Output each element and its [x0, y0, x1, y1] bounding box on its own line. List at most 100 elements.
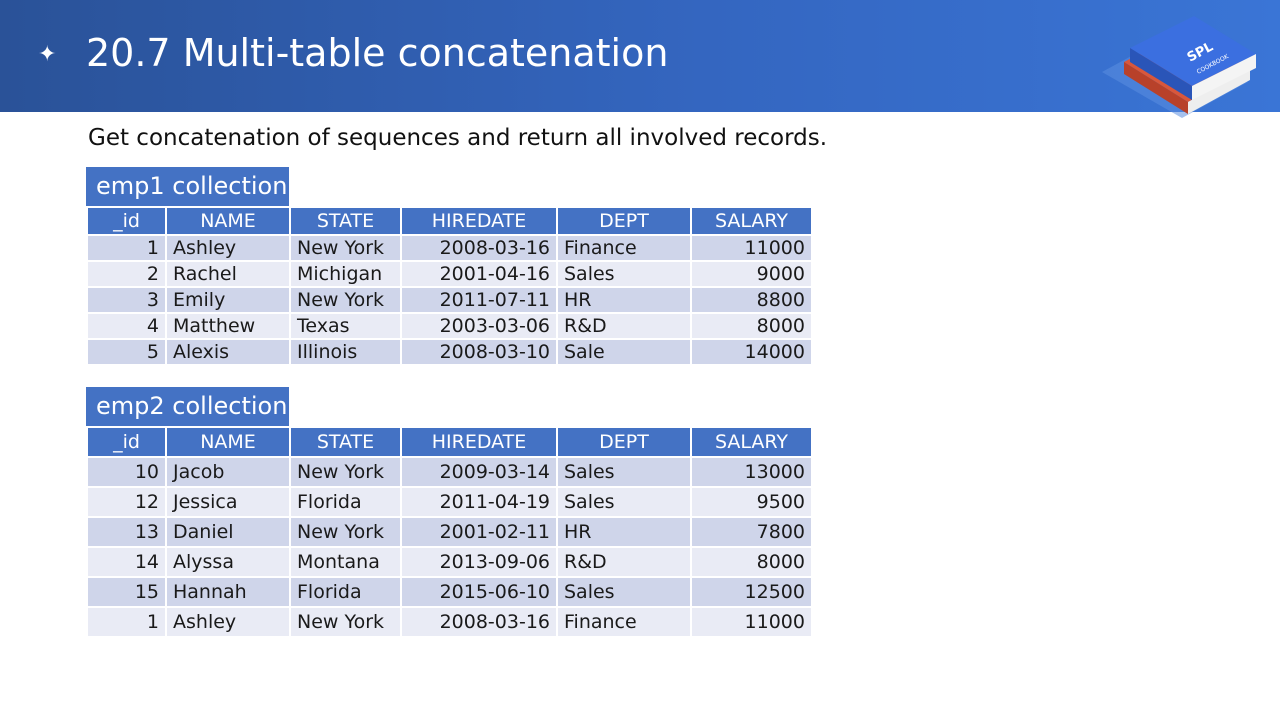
column-header-id: _id — [86, 206, 167, 236]
cell-salary: 7800 — [690, 516, 813, 548]
cell-dept: R&D — [556, 546, 692, 578]
cell-hiredate: 2015-06-10 — [400, 576, 558, 608]
cell-id: 12 — [86, 486, 167, 518]
column-header-dept: DEPT — [556, 426, 692, 458]
spl-cookbook-logo: SPL COOKBOOK — [1102, 16, 1256, 118]
cell-name: Rachel — [165, 260, 291, 288]
table-row: 2 Rachel Michigan 2001-04-16 Sales 9000 — [86, 260, 813, 288]
cell-state: Texas — [289, 312, 402, 340]
cell-dept: Sales — [556, 486, 692, 518]
column-header-salary: SALARY — [690, 206, 813, 236]
table-row: 14 Alyssa Montana 2013-09-06 R&D 8000 — [86, 546, 813, 578]
cell-salary: 11000 — [690, 606, 813, 638]
cell-state: Michigan — [289, 260, 402, 288]
column-header-id: _id — [86, 426, 167, 458]
cell-hiredate: 2008-03-16 — [400, 234, 558, 262]
cell-state: Florida — [289, 486, 402, 518]
cell-state: New York — [289, 606, 402, 638]
cell-id: 2 — [86, 260, 167, 288]
column-header-state: STATE — [289, 426, 402, 458]
slide-title: 20.7 Multi-table concatenation — [86, 31, 669, 75]
table-row: 4 Matthew Texas 2003-03-06 R&D 8000 — [86, 312, 813, 340]
column-header-name: NAME — [165, 206, 291, 236]
cell-name: Ashley — [165, 606, 291, 638]
cell-name: Daniel — [165, 516, 291, 548]
cell-name: Jessica — [165, 486, 291, 518]
cell-hiredate: 2009-03-14 — [400, 456, 558, 488]
cell-state: New York — [289, 286, 402, 314]
cell-hiredate: 2003-03-06 — [400, 312, 558, 340]
cell-hiredate: 2011-07-11 — [400, 286, 558, 314]
cell-dept: Sales — [556, 456, 692, 488]
emp1-table: _id NAME STATE HIREDATE DEPT SALARY 1 As… — [86, 206, 813, 366]
cell-name: Alyssa — [165, 546, 291, 578]
slide-header: ✦ 20.7 Multi-table concatenation SPL COO… — [0, 0, 1280, 118]
table-row: 13 Daniel New York 2001-02-11 HR 7800 — [86, 516, 813, 548]
column-header-state: STATE — [289, 206, 402, 236]
cell-id: 10 — [86, 456, 167, 488]
cell-state: New York — [289, 516, 402, 548]
emp1-caption: emp1 collection: — [86, 167, 296, 206]
table-row: 12 Jessica Florida 2011-04-19 Sales 9500 — [86, 486, 813, 518]
cell-state: Illinois — [289, 338, 402, 366]
column-header-hiredate: HIREDATE — [400, 206, 558, 236]
cell-salary: 8800 — [690, 286, 813, 314]
emp2-table: _id NAME STATE HIREDATE DEPT SALARY 10 J… — [86, 426, 813, 638]
table-row: 1 Ashley New York 2008-03-16 Finance 110… — [86, 606, 813, 638]
cell-state: Montana — [289, 546, 402, 578]
slide-subtitle: Get concatenation of sequences and retur… — [88, 125, 828, 151]
cell-name: Alexis — [165, 338, 291, 366]
column-header-dept: DEPT — [556, 206, 692, 236]
column-header-hiredate: HIREDATE — [400, 426, 558, 458]
cell-name: Jacob — [165, 456, 291, 488]
cell-dept: HR — [556, 286, 692, 314]
cell-id: 1 — [86, 606, 167, 638]
table-row: 15 Hannah Florida 2015-06-10 Sales 12500 — [86, 576, 813, 608]
table-header-row: _id NAME STATE HIREDATE DEPT SALARY — [86, 206, 813, 236]
cell-dept: Sales — [556, 260, 692, 288]
table-row: 1 Ashley New York 2008-03-16 Finance 110… — [86, 234, 813, 262]
cell-dept: Finance — [556, 606, 692, 638]
cell-hiredate: 2011-04-19 — [400, 486, 558, 518]
cell-id: 14 — [86, 546, 167, 578]
table-row: 3 Emily New York 2011-07-11 HR 8800 — [86, 286, 813, 314]
cell-name: Matthew — [165, 312, 291, 340]
cell-dept: Sale — [556, 338, 692, 366]
cell-name: Hannah — [165, 576, 291, 608]
cell-salary: 14000 — [690, 338, 813, 366]
cell-id: 13 — [86, 516, 167, 548]
emp2-caption: emp2 collection: — [86, 387, 296, 426]
cell-hiredate: 2001-04-16 — [400, 260, 558, 288]
cell-salary: 12500 — [690, 576, 813, 608]
column-header-salary: SALARY — [690, 426, 813, 458]
table-header-row: _id NAME STATE HIREDATE DEPT SALARY — [86, 426, 813, 458]
cell-hiredate: 2008-03-10 — [400, 338, 558, 366]
cell-state: New York — [289, 234, 402, 262]
cell-name: Ashley — [165, 234, 291, 262]
cell-id: 3 — [86, 286, 167, 314]
cell-hiredate: 2013-09-06 — [400, 546, 558, 578]
cell-dept: R&D — [556, 312, 692, 340]
cell-id: 4 — [86, 312, 167, 340]
table-row: 10 Jacob New York 2009-03-14 Sales 13000 — [86, 456, 813, 488]
cell-salary: 13000 — [690, 456, 813, 488]
cell-salary: 9000 — [690, 260, 813, 288]
cell-id: 15 — [86, 576, 167, 608]
cell-dept: HR — [556, 516, 692, 548]
cell-name: Emily — [165, 286, 291, 314]
sparkle-icon: ✦ — [38, 42, 57, 67]
cell-salary: 8000 — [690, 546, 813, 578]
cell-salary: 11000 — [690, 234, 813, 262]
cell-dept: Finance — [556, 234, 692, 262]
cell-state: Florida — [289, 576, 402, 608]
cell-hiredate: 2008-03-16 — [400, 606, 558, 638]
cell-state: New York — [289, 456, 402, 488]
column-header-name: NAME — [165, 426, 291, 458]
cell-salary: 9500 — [690, 486, 813, 518]
cell-id: 1 — [86, 234, 167, 262]
table-row: 5 Alexis Illinois 2008-03-10 Sale 14000 — [86, 338, 813, 366]
cell-id: 5 — [86, 338, 167, 366]
cell-dept: Sales — [556, 576, 692, 608]
cell-salary: 8000 — [690, 312, 813, 340]
cell-hiredate: 2001-02-11 — [400, 516, 558, 548]
